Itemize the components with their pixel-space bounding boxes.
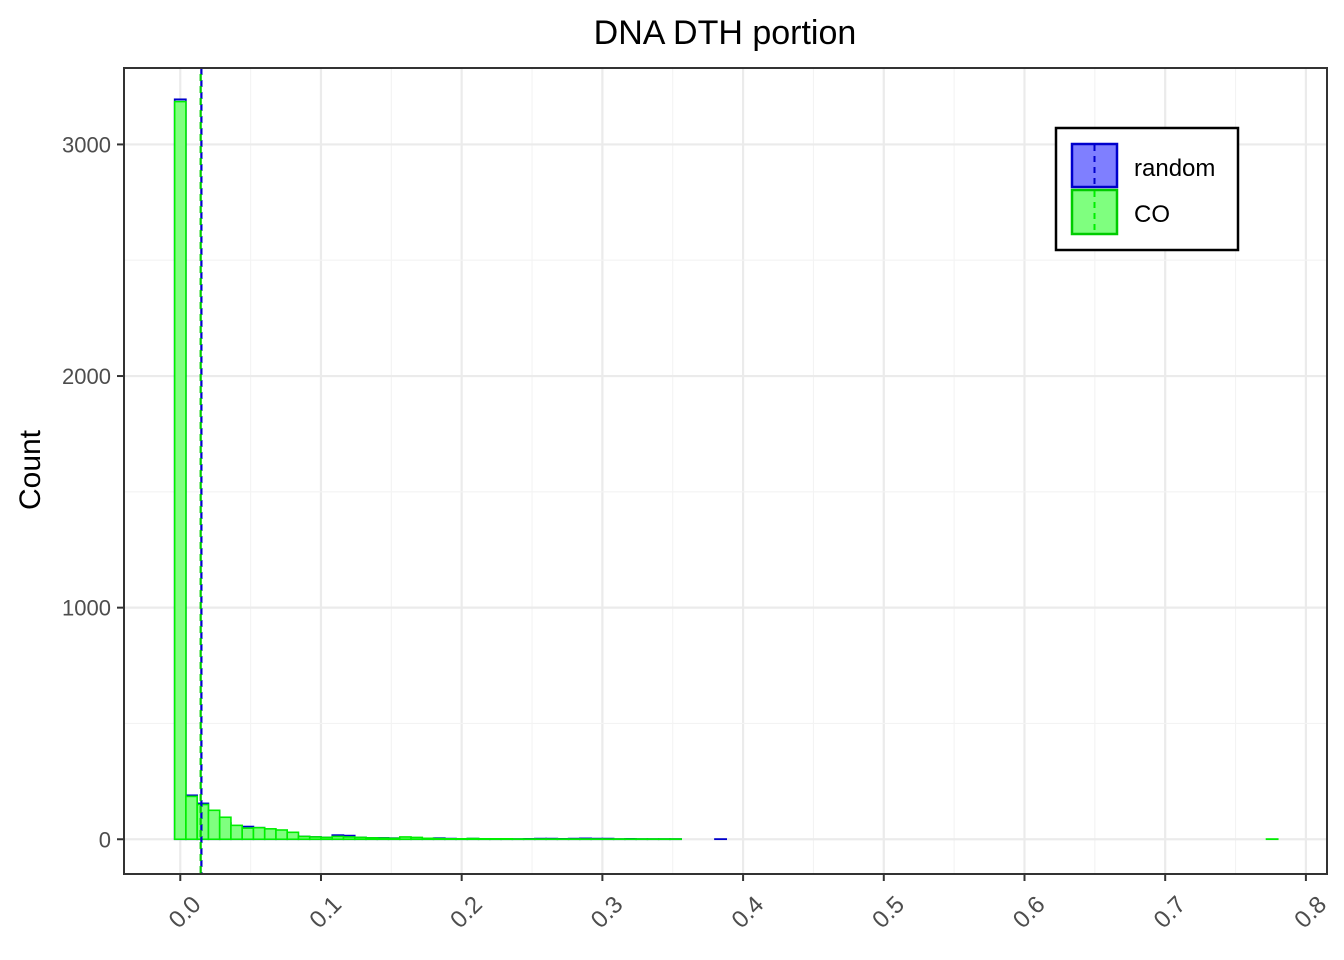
chart-title: DNA DTH portion <box>594 14 857 52</box>
bar-co <box>410 836 424 841</box>
bar-co <box>387 837 401 841</box>
bar-co <box>421 837 435 841</box>
bar-co <box>365 837 379 841</box>
bar-co <box>308 836 322 841</box>
legend: random CO <box>1054 126 1240 252</box>
y-tick-label: 0 <box>99 827 111 852</box>
series-co-bars <box>173 100 1279 841</box>
bar-co <box>286 831 300 841</box>
legend-label-co: CO <box>1134 201 1170 228</box>
bar-co <box>196 803 210 841</box>
bar-co <box>218 816 232 841</box>
bar-co <box>376 837 390 841</box>
legend-label-random: random <box>1134 155 1215 182</box>
bar-co <box>207 809 221 841</box>
bar-co <box>432 837 446 841</box>
y-tick-label: 3000 <box>62 132 111 157</box>
grid-lines <box>124 68 1327 874</box>
bar-co <box>241 827 255 841</box>
legend-key-random <box>1070 142 1119 189</box>
bar-co <box>297 835 311 841</box>
bar-co <box>252 826 266 841</box>
y-tick-label: 2000 <box>62 364 111 389</box>
bar-co <box>331 835 345 841</box>
bar-co <box>398 836 412 841</box>
plot-panel-border <box>123 67 1328 875</box>
y-axis-label: Count <box>14 429 47 510</box>
bar-co <box>353 836 367 841</box>
bar-co <box>342 836 356 841</box>
bar-co <box>466 837 480 841</box>
bar-co <box>320 836 334 841</box>
bar-co <box>185 795 198 841</box>
y-tick-label: 1000 <box>62 596 111 621</box>
bar-co <box>230 824 243 841</box>
bar-co <box>173 100 187 841</box>
y-axis: 0 1000 2000 3000 <box>62 132 124 852</box>
mean-lines <box>199 68 203 874</box>
bar-co <box>275 829 289 841</box>
bar-co <box>263 828 277 841</box>
